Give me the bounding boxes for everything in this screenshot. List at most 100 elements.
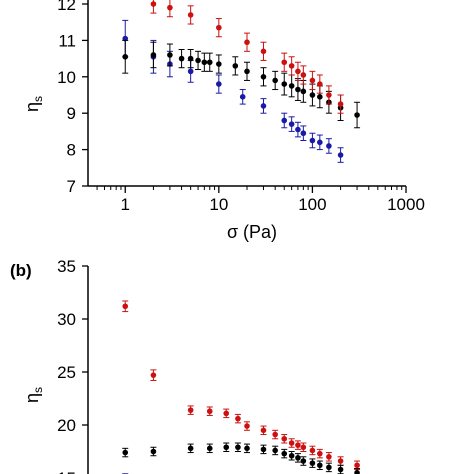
- data-point: [260, 103, 267, 109]
- data-point: [150, 1, 157, 7]
- data-point: [201, 59, 208, 66]
- data-point: [235, 415, 241, 422]
- data-point: [167, 52, 173, 58]
- data-point: [317, 462, 323, 469]
- panel-a-x-ticks: 1 10 100 1000: [96, 186, 425, 214]
- data-point: [244, 423, 250, 429]
- panel-a-y-axis-title-main: η: [22, 102, 42, 112]
- panel-b-series-1: [122, 300, 361, 471]
- data-point: [206, 59, 213, 66]
- data-point: [288, 440, 295, 446]
- data-point: [216, 61, 222, 67]
- panel-a-y-tick-label: 9: [67, 104, 76, 123]
- data-point: [309, 92, 316, 98]
- panel-b-y-tick-label: 15: [57, 469, 76, 474]
- data-point: [300, 130, 307, 137]
- panel-a-y-axis-title-sub: s: [31, 96, 45, 102]
- data-point: [300, 72, 307, 78]
- data-point: [300, 444, 307, 451]
- data-point: [317, 94, 323, 100]
- data-point: [260, 446, 267, 453]
- data-point: [288, 121, 295, 127]
- panel-a-y-tick-label: 12: [57, 0, 76, 14]
- data-point: [206, 445, 213, 452]
- data-point: [223, 444, 230, 451]
- data-point: [187, 12, 194, 18]
- data-point: [317, 450, 323, 457]
- panel-a-x-tick-label: 1000: [387, 195, 425, 214]
- data-point: [150, 52, 157, 58]
- data-point: [187, 68, 194, 75]
- data-point: [187, 445, 194, 452]
- data-point: [122, 303, 129, 310]
- panel-a-series-3: [150, 0, 344, 114]
- data-point: [354, 469, 360, 474]
- panel-b-y-axis-title: ηs: [22, 387, 45, 403]
- data-point: [239, 94, 246, 100]
- data-point: [260, 48, 267, 55]
- data-point: [195, 57, 201, 64]
- data-point: [272, 77, 278, 84]
- panel-b-y-tick-label: 35: [57, 257, 76, 276]
- data-point: [354, 462, 360, 469]
- data-point: [150, 448, 157, 455]
- panel-b-y-axis-title-sub: s: [31, 387, 45, 393]
- data-point: [223, 410, 230, 417]
- data-point: [281, 435, 288, 442]
- data-point: [295, 68, 301, 75]
- data-point: [337, 466, 344, 473]
- panel-a-y-tick-label: 10: [57, 68, 76, 87]
- data-point: [216, 81, 222, 87]
- panel-a-y-tick-label: 11: [58, 31, 76, 50]
- data-point: [295, 442, 301, 448]
- panel-b-y-tick-label: 25: [57, 363, 76, 382]
- data-point: [309, 77, 316, 84]
- data-point: [260, 74, 267, 80]
- panel-a-x-tick-label: 1: [121, 195, 130, 214]
- data-point: [206, 408, 213, 415]
- panel-b-y-tick-label: 20: [57, 416, 76, 435]
- data-point: [288, 63, 295, 69]
- data-point: [216, 24, 222, 31]
- panel-a-y-axis-title: ηs: [22, 96, 45, 112]
- data-point: [281, 450, 288, 457]
- data-point: [288, 83, 295, 89]
- data-point: [272, 447, 278, 454]
- data-point: [326, 454, 332, 460]
- panel-a-y-tick-label: 7: [67, 177, 76, 196]
- panel-b-series-2: [122, 442, 361, 474]
- data-point: [295, 126, 301, 133]
- data-point: [235, 444, 241, 451]
- data-point: [244, 68, 250, 75]
- panel-a: 7 8 9 10 11 12 1 10 100 1000 σ (Pa) ηs: [22, 0, 425, 242]
- panel-b-y-ticks: 15 20 25 30 35: [57, 257, 88, 474]
- data-point: [178, 55, 185, 62]
- data-point: [309, 447, 316, 454]
- data-point: [281, 59, 288, 66]
- data-point: [326, 143, 332, 149]
- data-point: [167, 4, 173, 11]
- data-point: [295, 86, 301, 93]
- panel-b-label: (b): [10, 261, 32, 280]
- data-point: [288, 452, 295, 459]
- data-point: [281, 117, 288, 124]
- data-point: [317, 139, 323, 146]
- data-point: [244, 39, 250, 46]
- data-point: [122, 449, 129, 456]
- data-point: [244, 445, 250, 452]
- data-point: [337, 458, 344, 464]
- data-point: [309, 137, 316, 144]
- data-point: [326, 464, 332, 471]
- data-point: [187, 407, 194, 413]
- panel-a-y-tick-label: 8: [67, 141, 76, 160]
- panel-a-x-tick-label: 100: [298, 195, 326, 214]
- data-point: [337, 152, 344, 158]
- data-point: [309, 460, 316, 466]
- data-point: [337, 101, 344, 107]
- panel-a-x-tick-label: 10: [209, 195, 228, 214]
- panel-b-y-tick-label: 30: [57, 310, 76, 329]
- panel-a-data-marks: [122, 0, 361, 163]
- data-point: [260, 427, 267, 434]
- data-point: [300, 458, 307, 464]
- data-point: [122, 53, 129, 60]
